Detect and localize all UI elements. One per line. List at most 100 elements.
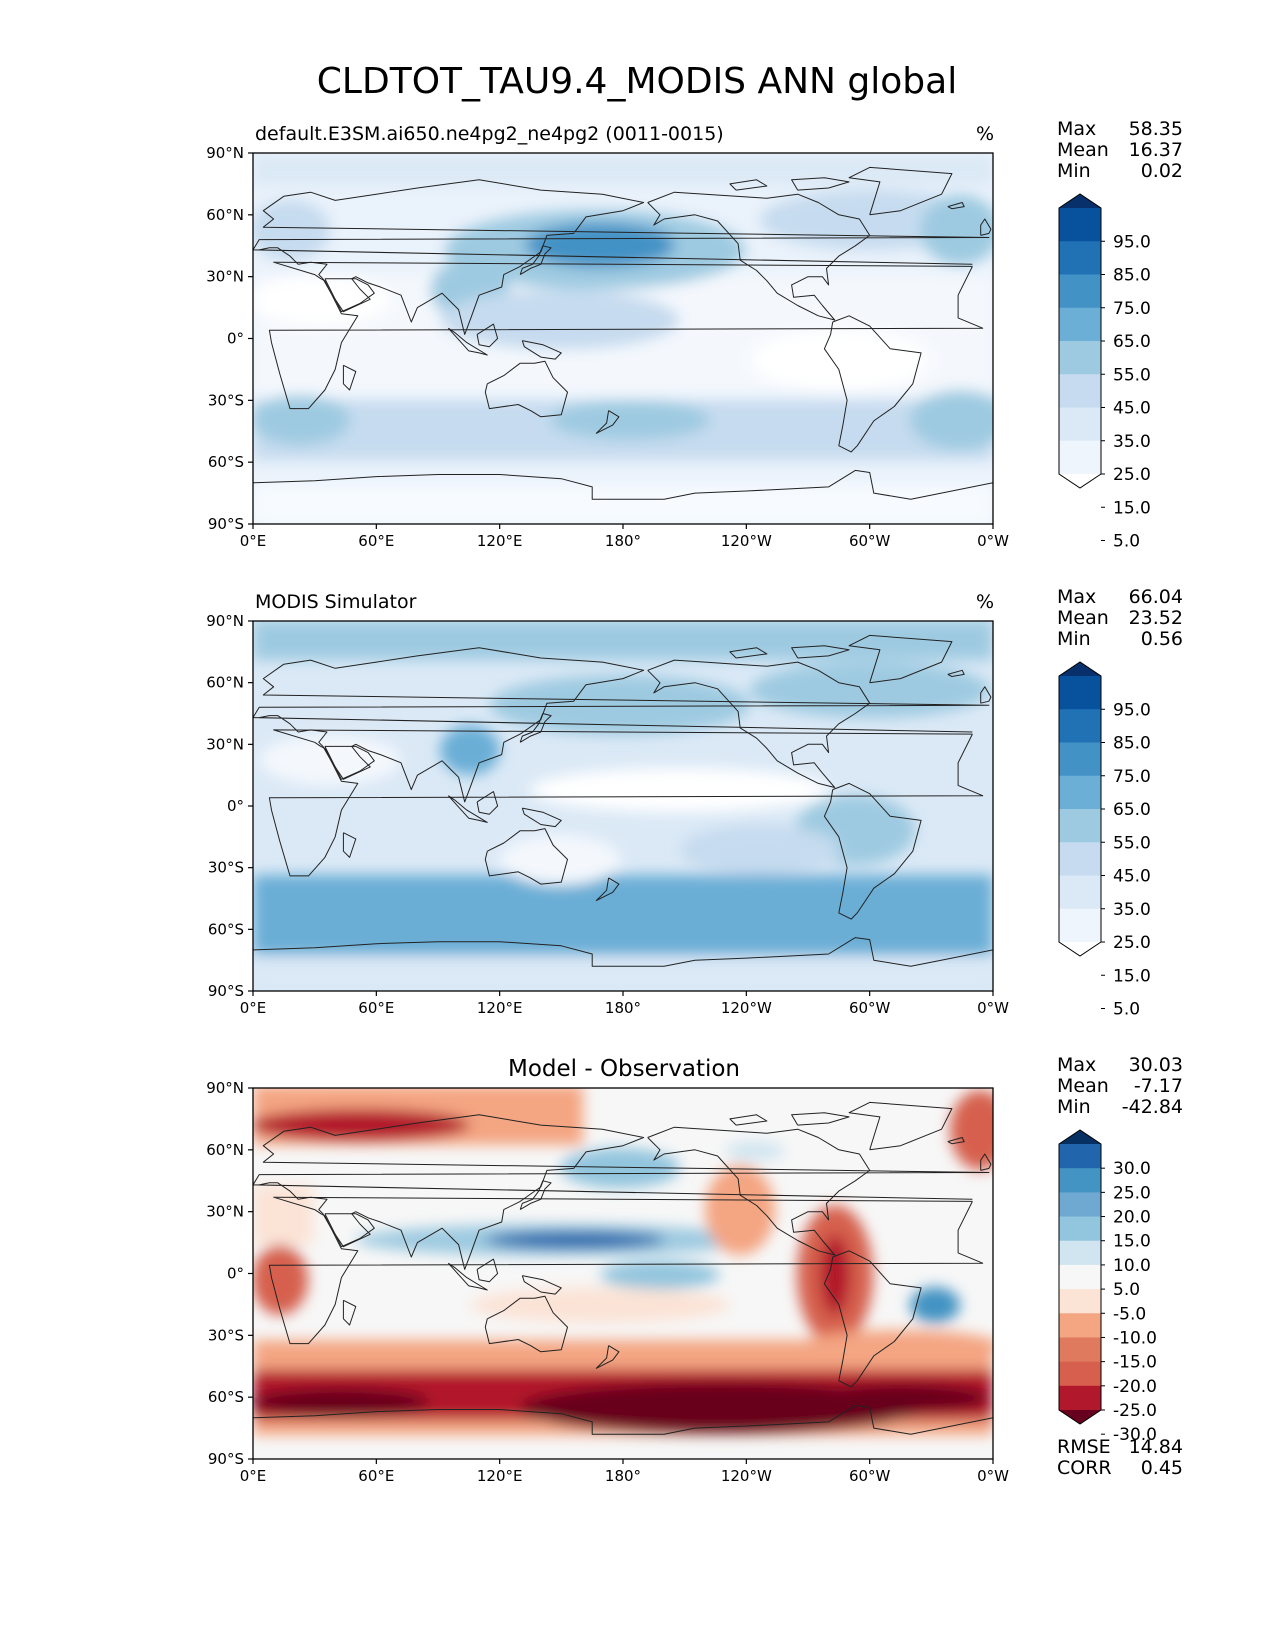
max-value: 58.35 [1129, 118, 1183, 140]
coastline [791, 177, 850, 191]
panel-units: % [976, 123, 994, 145]
lon-tick-label: 60°E [358, 532, 394, 550]
colorbar-segment [1059, 1313, 1101, 1338]
coastline [476, 1258, 499, 1283]
lon-tick-label: 120°W [721, 1467, 772, 1485]
lon-tick-label: 60°W [849, 999, 891, 1017]
panel-observation: MODIS Simulator % 90°N 60°N 30°N 0° 30°S 60°S… [206, 586, 1183, 1020]
coastline [823, 782, 922, 920]
coastline [342, 832, 357, 858]
colorbar-segment [1059, 274, 1101, 309]
stats-box: Max 58.35 Mean 16.37 Min 0.02 [1057, 118, 1183, 182]
colorbar-label: -25.0 [1113, 1401, 1157, 1421]
min-value: 0.56 [1141, 628, 1183, 650]
min-value: -42.84 [1122, 1096, 1183, 1118]
lon-tick-label: 60°E [358, 1467, 394, 1485]
lat-tick-label: 0° [227, 330, 244, 348]
coastline [823, 1250, 922, 1388]
colorbar-segment [1059, 407, 1101, 442]
colorbar: 95.0 85.0 75.0 65.0 55.0 45.0 35.0 25.0 15.0 5.0 [1058, 661, 1151, 1020]
colorbar-label: -15.0 [1113, 1353, 1157, 1373]
colorbar-extension-min [1059, 474, 1101, 488]
mean-label: Mean [1057, 139, 1109, 161]
mean-value: -7.17 [1134, 1075, 1183, 1097]
coastline [519, 713, 552, 743]
colorbar-label: 45.0 [1113, 867, 1151, 887]
coastline [521, 1275, 562, 1295]
lat-tick-label: 90°S [208, 515, 244, 533]
panel-units: % [976, 591, 994, 613]
colorbar-label: 55.0 [1113, 365, 1151, 385]
lon-tick-label: 0°E [240, 1467, 267, 1485]
lon-tick-label: 120°W [721, 532, 772, 550]
lat-axis: 90°N 60°N 30°N 0° 30°S 60°S 90°S [206, 1079, 253, 1468]
contour-field [253, 153, 993, 524]
colorbar-label: 45.0 [1113, 399, 1151, 419]
max-label: Max [1057, 586, 1096, 608]
metrics-box: RMSE 14.84 CORR 0.45 [1057, 1436, 1183, 1479]
coastline [447, 327, 488, 356]
coastline [484, 360, 568, 418]
panel-title: Model - Observation [508, 1056, 740, 1082]
lat-tick-label: 90°S [208, 1450, 244, 1468]
coastline [521, 340, 562, 360]
max-label: Max [1057, 118, 1096, 140]
colorbar-label: -20.0 [1113, 1377, 1157, 1397]
lon-tick-label: 180° [605, 1467, 641, 1485]
lon-tick-label: 60°E [358, 999, 394, 1017]
colorbar-segment [1059, 1264, 1101, 1290]
coastline [980, 686, 992, 704]
colorbar-label: -5.0 [1113, 1304, 1146, 1324]
colorbar-label: 55.0 [1113, 833, 1151, 853]
colorbar-label: 75.0 [1113, 767, 1151, 787]
coastline [324, 278, 375, 313]
max-value: 66.04 [1129, 586, 1183, 608]
lon-tick-label: 0°E [240, 999, 267, 1017]
coastline [447, 795, 488, 823]
lon-tick-label: 120°W [721, 999, 772, 1017]
min-label: Min [1057, 160, 1091, 182]
coastline [848, 1101, 953, 1151]
colorbar-segment [1059, 1289, 1101, 1314]
colorbar-extension-min [1059, 1410, 1101, 1424]
panel-title: default.E3SM.ai650.ne4pg2_ne4pg2 (0011-0… [255, 123, 724, 145]
lon-axis: 0°E 60°E 120°E 180° 120°W 60°W 0°W [240, 524, 1009, 550]
panel-difference: Model - Observation [206, 1054, 1183, 1485]
colorbar-label: 65.0 [1113, 800, 1151, 820]
lat-tick-label: 60°S [208, 453, 244, 471]
contour-field [253, 1088, 993, 1459]
colorbar: 30.0 25.0 20.0 15.0 10.0 5.0 -5.0 -10.0 -15.0 -20… [1058, 1129, 1157, 1445]
coastline [729, 1114, 768, 1126]
colorbar-segment [1059, 875, 1101, 910]
colorbar-extension-max [1059, 1130, 1101, 1144]
colorbar-segment [1059, 809, 1101, 843]
coastline [342, 1299, 357, 1326]
min-value: 0.02 [1141, 160, 1183, 182]
colorbar-label: -30.0 [1113, 1425, 1157, 1445]
lon-axis: 0°E 60°E 120°E 180° 120°W 60°W 0°W [240, 991, 1009, 1017]
colorbar-label: 5.0 [1113, 1280, 1140, 1300]
colorbar-segment [1059, 1168, 1101, 1193]
colorbar-label: 25.0 [1113, 933, 1151, 953]
panel-title: MODIS Simulator [255, 591, 417, 613]
colorbar-label: 85.0 [1113, 734, 1151, 754]
coastline [484, 828, 568, 885]
colorbar-segment [1059, 1144, 1101, 1169]
colorbar-label: 65.0 [1113, 332, 1151, 352]
lat-tick-label: 30°S [208, 391, 244, 409]
coastline [595, 1345, 620, 1369]
coastline [848, 166, 953, 216]
coastline [823, 315, 922, 453]
colorbar-segment [1059, 241, 1101, 275]
corr-value: 0.45 [1141, 1457, 1183, 1479]
coastline [647, 1126, 871, 1256]
colorbar-label: 15.0 [1113, 966, 1151, 986]
lat-tick-label: 30°N [206, 268, 244, 286]
coastline [729, 179, 768, 191]
colorbar-segment [1059, 676, 1101, 710]
colorbar-label: 95.0 [1113, 700, 1151, 720]
coastline [253, 937, 993, 967]
colorbar-label: 85.0 [1113, 266, 1151, 286]
coastline [253, 1114, 990, 1270]
max-value: 30.03 [1129, 1054, 1183, 1076]
